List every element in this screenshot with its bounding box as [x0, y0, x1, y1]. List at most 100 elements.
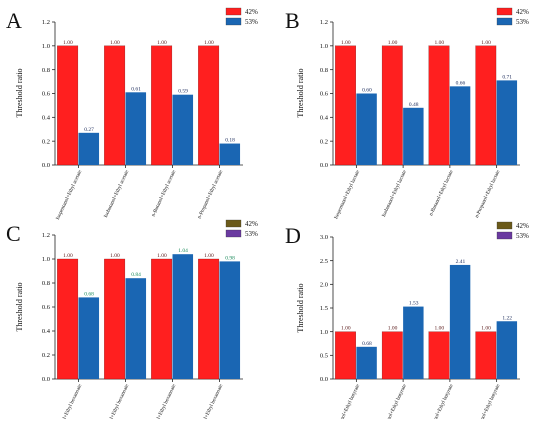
x-category-label: Isobutanol+Ethyl butyrate: [380, 383, 409, 419]
y-tick-label: 0.4: [42, 115, 51, 122]
legend-swatch: [225, 229, 242, 238]
legend-label: 42%: [245, 220, 258, 228]
y-tick-label: 3.0: [320, 234, 328, 241]
data-label: 1.00: [157, 40, 167, 46]
data-label: 0.68: [362, 341, 372, 347]
x-category-label: n-Butanol+Ethyl lactate: [428, 169, 455, 217]
x-category-label: n-Propanol+Ethyl acetate: [197, 169, 225, 220]
bar-53pct-3: [449, 86, 471, 165]
legend-label: 53%: [245, 230, 258, 238]
data-label: 1.00: [63, 253, 73, 259]
data-label: 0.59: [178, 89, 188, 95]
data-label: 1.00: [110, 253, 120, 259]
bar-42pct-1: [57, 258, 79, 380]
y-tick-label: 0.6: [42, 304, 51, 311]
data-label: 1.00: [110, 40, 120, 46]
data-label: 0.48: [409, 102, 419, 108]
data-label: 1.00: [204, 40, 214, 46]
bar-53pct-1: [78, 297, 100, 379]
chart-panel-d: D Threshold ratio 0.0 0.5 1.0 1.5 2.0 2.5 3.0 1.0…: [285, 221, 529, 424]
x-category-label: n-Butanol+Ethyl hexanoate: [148, 383, 178, 419]
bar-53pct-1: [78, 132, 100, 165]
bar-53pct-4: [496, 321, 518, 379]
bar-42pct-4: [198, 258, 220, 380]
y-tick-label: 2.0: [320, 282, 328, 289]
x-category-label: Isobutanol+Ethyl hexanoate: [100, 383, 130, 419]
y-tick-label: 0.4: [42, 328, 51, 335]
bar-53pct-2: [125, 92, 147, 165]
data-label: 1.00: [388, 40, 398, 46]
data-label: 1.00: [435, 40, 445, 46]
legend-label: 53%: [245, 18, 258, 26]
bar-53pct-3: [172, 94, 194, 165]
chart-panel-c: C Threshold ratio 0.0 0.2 0.4 0.6 0.8 1.0 1.2 1.0…: [6, 219, 258, 424]
bar-42pct-2: [381, 45, 403, 166]
y-tick-label: 1.0: [42, 256, 50, 263]
bar-53pct-2: [125, 278, 147, 379]
y-tick-label: 1.2: [320, 19, 328, 26]
panel-letter: B: [285, 8, 300, 33]
bar-53pct-1: [356, 346, 377, 379]
data-label: 2.41: [456, 259, 466, 265]
x-category-label: n-Propanol+Ethyl butyrate: [473, 383, 502, 419]
data-label: 0.60: [362, 88, 372, 94]
legend-swatch: [225, 219, 242, 228]
y-tick-label: 1.0: [320, 329, 328, 336]
legend-swatch: [225, 17, 242, 26]
bar-42pct-3: [428, 331, 450, 380]
bar-42pct-4: [198, 45, 220, 166]
x-category-label: Isobutanol+Ethyl acetate: [103, 169, 131, 219]
bar-42pct-4: [475, 331, 497, 380]
data-label: 1.53: [409, 301, 419, 307]
data-label: 1.00: [481, 326, 491, 332]
y-tick-label: 1.0: [42, 43, 50, 50]
y-tick-label: 1.5: [320, 305, 328, 312]
y-tick-label: 0.6: [320, 91, 329, 98]
y-tick-label: 0.0: [320, 376, 328, 383]
data-label: 0.71: [502, 74, 512, 80]
legend-label: 53%: [516, 232, 529, 240]
bar-42pct-4: [475, 45, 497, 166]
x-category-label: Isopentanol+Ethyl acetate: [55, 169, 84, 221]
data-label: 0.27: [84, 127, 94, 133]
legend-swatch: [496, 231, 513, 240]
bar-42pct-2: [104, 45, 126, 166]
bar-42pct-1: [335, 45, 356, 166]
y-tick-label: 0.8: [320, 67, 328, 74]
data-label: 0.61: [131, 86, 141, 92]
x-category-label: n-Butanol+Ethyl acetate: [150, 169, 177, 218]
bar-53pct-4: [496, 80, 518, 165]
bar-42pct-2: [381, 331, 403, 380]
legend-swatch: [496, 221, 513, 230]
bar-42pct-3: [151, 258, 173, 380]
y-axis-label: Threshold ratio: [15, 282, 24, 331]
x-category-label: Isobutanol+Ethyl lactate: [381, 169, 408, 218]
legend-swatch: [225, 7, 242, 16]
x-category-label: n-Propanol+Ethyl lactate: [474, 169, 502, 219]
x-category-label: Isopentanol+Ethyl butyrate: [332, 383, 362, 419]
data-label: 1.04: [178, 248, 188, 254]
data-label: 1.00: [341, 40, 351, 46]
bar-42pct-1: [57, 45, 79, 166]
data-label: 1.00: [204, 253, 214, 259]
bar-42pct-3: [428, 45, 450, 166]
bar-42pct-1: [335, 331, 356, 380]
legend-label: 42%: [516, 8, 529, 16]
y-tick-label: 0.0: [320, 162, 328, 169]
panel-letter: C: [6, 221, 21, 246]
legend-label: 42%: [245, 8, 258, 16]
legend-label: 42%: [516, 222, 529, 230]
bar-53pct-2: [403, 107, 424, 165]
bar-42pct-3: [151, 45, 173, 166]
data-label: 1.00: [63, 40, 73, 46]
y-tick-label: 0.0: [42, 376, 50, 383]
y-tick-label: 0.8: [42, 67, 50, 74]
y-tick-label: 1.2: [42, 232, 50, 239]
legend-label: 53%: [516, 18, 529, 26]
y-tick-label: 1.2: [42, 19, 50, 26]
legend-swatch: [496, 17, 513, 26]
legend-swatch: [496, 7, 513, 16]
bar-53pct-3: [172, 254, 194, 379]
